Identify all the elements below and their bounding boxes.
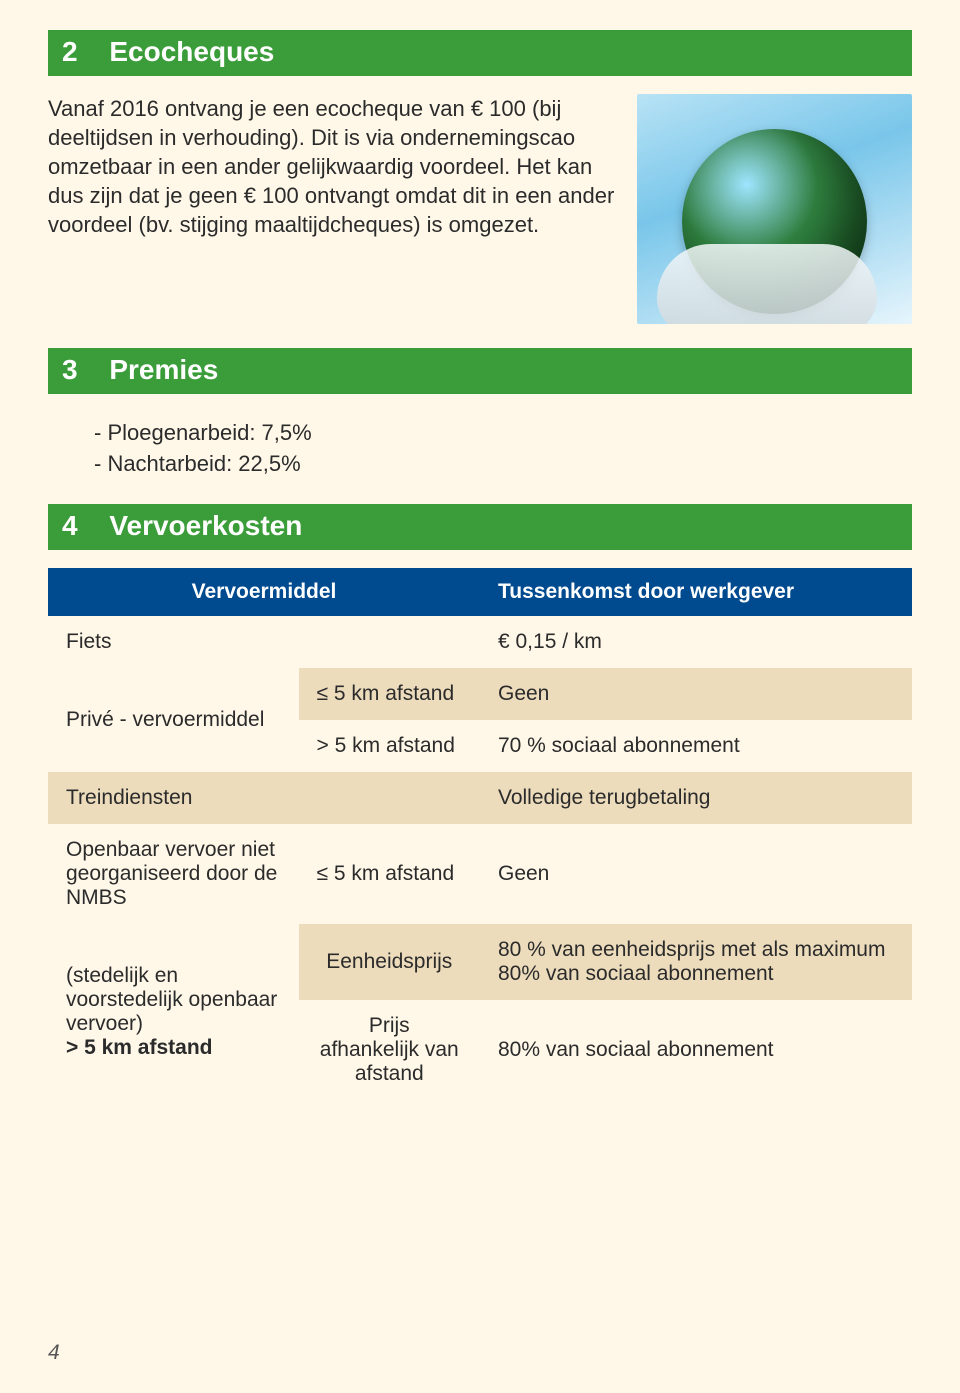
cell-fiets-value: € 0,15 / km xyxy=(480,616,912,668)
premies-list: - Ploegenarbeid: 7,5% - Nachtarbeid: 22,… xyxy=(48,412,912,504)
cell-prive-2-cond: > 5 km afstand xyxy=(299,720,480,772)
page-number: 4 xyxy=(48,1341,60,1365)
cell-stedelijk-label-line2: > 5 km afstand xyxy=(66,1036,212,1059)
section-3-number: 3 xyxy=(62,354,78,385)
cell-prive-label: Privé - vervoermiddel xyxy=(48,668,299,772)
vervoer-table: Vervoermiddel Tussenkomst door werkgever… xyxy=(48,568,912,1100)
globe-image xyxy=(637,94,912,324)
section-4-title: Vervoerkosten xyxy=(109,510,302,541)
cell-trein-value: Volledige terugbetaling xyxy=(480,772,912,824)
th-vervoermiddel: Vervoermiddel xyxy=(48,568,480,616)
section-2-number: 2 xyxy=(62,36,78,67)
row-prive-1: Privé - vervoermiddel ≤ 5 km afstand Gee… xyxy=(48,668,912,720)
section-2-title: Ecocheques xyxy=(109,36,274,67)
cell-stedelijk-2-cond: Prijs afhankelijk van afstand xyxy=(299,1000,480,1100)
cell-openbaar-cond: ≤ 5 km afstand xyxy=(299,824,480,924)
cell-stedelijk-label: (stedelijk en voorstedelijk openbaar ver… xyxy=(48,924,299,1100)
section-3-title: Premies xyxy=(109,354,218,385)
cell-openbaar-val: Geen xyxy=(480,824,912,924)
cell-stedelijk-label-line1: (stedelijk en voorstedelijk openbaar ver… xyxy=(66,964,277,1035)
cell-fiets-label: Fiets xyxy=(48,616,480,668)
ecocheques-row: Vanaf 2016 ontvang je een ecocheque van … xyxy=(48,94,912,324)
cell-prive-1-cond: ≤ 5 km afstand xyxy=(299,668,480,720)
section-3-header: 3 Premies xyxy=(48,348,912,394)
row-fiets: Fiets € 0,15 / km xyxy=(48,616,912,668)
row-stedelijk-1: (stedelijk en voorstedelijk openbaar ver… xyxy=(48,924,912,1000)
cell-prive-1-val: Geen xyxy=(480,668,912,720)
premies-item-1: - Ploegenarbeid: 7,5% xyxy=(94,418,912,449)
section-2-header: 2 Ecocheques xyxy=(48,30,912,76)
cell-prive-2-val: 70 % sociaal abonnement xyxy=(480,720,912,772)
premies-item-2: - Nachtarbeid: 22,5% xyxy=(94,449,912,480)
cell-stedelijk-1-val: 80 % van eenheidsprijs met als maximum 8… xyxy=(480,924,912,1000)
cell-trein-label: Treindiensten xyxy=(48,772,480,824)
row-openbaar: Openbaar vervoer niet georganiseerd door… xyxy=(48,824,912,924)
th-tussenkomst: Tussenkomst door werkgever xyxy=(480,568,912,616)
cell-stedelijk-2-val: 80% van sociaal abonnement xyxy=(480,1000,912,1100)
section-4-header: 4 Vervoerkosten xyxy=(48,504,912,550)
cell-stedelijk-1-cond: Eenheidsprijs xyxy=(299,924,480,1000)
ecocheques-text: Vanaf 2016 ontvang je een ecocheque van … xyxy=(48,94,615,239)
section-4-number: 4 xyxy=(62,510,78,541)
cell-openbaar-label: Openbaar vervoer niet georganiseerd door… xyxy=(48,824,299,924)
table-header-row: Vervoermiddel Tussenkomst door werkgever xyxy=(48,568,912,616)
row-trein: Treindiensten Volledige terugbetaling xyxy=(48,772,912,824)
